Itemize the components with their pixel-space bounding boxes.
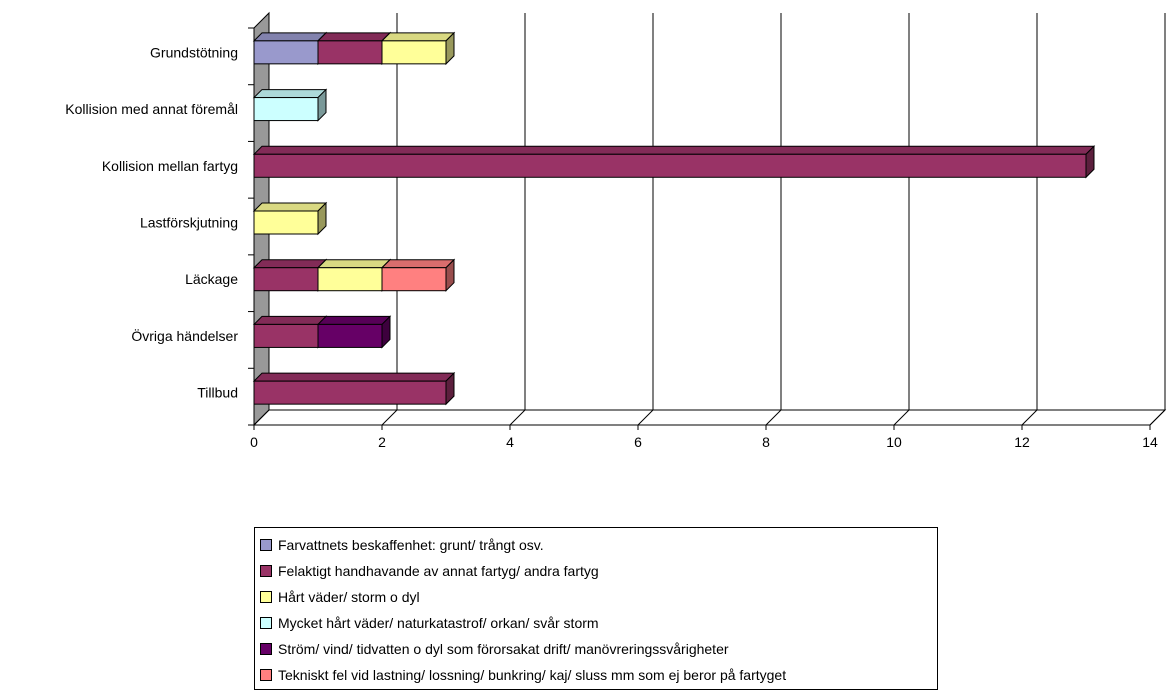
bar bbox=[253, 97, 319, 122]
bar-top bbox=[316, 32, 392, 42]
legend-swatch bbox=[260, 643, 272, 655]
legend-item: Ström/ vind/ tidvatten o dyl som förorsa… bbox=[260, 636, 937, 662]
x-tick-label: 0 bbox=[250, 434, 258, 450]
category-label: Övriga händelser bbox=[131, 327, 238, 344]
floor-gridline bbox=[509, 409, 526, 426]
bar-top bbox=[252, 372, 456, 382]
category-label: Tillbud bbox=[197, 385, 238, 401]
bar-top bbox=[252, 145, 1096, 155]
category-label: Lastförskjutning bbox=[140, 215, 238, 231]
floor-gridline bbox=[1021, 409, 1038, 426]
bar-top bbox=[316, 259, 392, 269]
legend-swatch bbox=[260, 539, 272, 551]
legend-label: Ström/ vind/ tidvatten o dyl som förorsa… bbox=[278, 641, 729, 657]
x-tick-label: 6 bbox=[634, 434, 642, 450]
floor-gridline bbox=[637, 409, 654, 426]
bar bbox=[253, 40, 319, 65]
category-label: Kollision mellan fartyg bbox=[102, 158, 238, 174]
chart-svg: 0 2 4 6 8 10 12 14 Grundstötning Kollision med an… bbox=[65, 11, 1167, 450]
bar bbox=[253, 380, 447, 405]
legend-item: Farvattnets beskaffenhet: grunt/ trångt … bbox=[260, 532, 937, 558]
x-tick-label: 2 bbox=[378, 434, 386, 450]
x-tick-label: 12 bbox=[1014, 434, 1030, 450]
legend-item: Tekniskt fel vid lastning/ lossning/ bun… bbox=[260, 662, 937, 688]
legend-swatch bbox=[260, 669, 272, 681]
floor-gridline bbox=[253, 409, 270, 426]
bar-top bbox=[252, 315, 328, 325]
floor-gridline bbox=[1149, 409, 1166, 426]
bar bbox=[253, 210, 319, 235]
x-tick-label: 14 bbox=[1142, 434, 1158, 450]
bar-top bbox=[380, 259, 456, 269]
bar bbox=[317, 323, 383, 348]
floor bbox=[252, 409, 1167, 426]
bar-top bbox=[252, 259, 328, 269]
legend-label: Hårt väder/ storm o dyl bbox=[278, 589, 420, 605]
legend-label: Farvattnets beskaffenhet: grunt/ trångt … bbox=[278, 537, 544, 553]
bar bbox=[381, 267, 447, 292]
bar-top bbox=[252, 32, 328, 42]
category-label: Kollision med annat föremål bbox=[65, 101, 238, 117]
category-label: Läckage bbox=[185, 271, 238, 287]
bar-top bbox=[252, 89, 328, 99]
bar bbox=[253, 323, 319, 348]
bar-top bbox=[316, 315, 392, 325]
bar bbox=[317, 40, 383, 65]
floor-gridline bbox=[765, 409, 782, 426]
floor-gridline bbox=[893, 409, 910, 426]
legend-label: Tekniskt fel vid lastning/ lossning/ bun… bbox=[278, 667, 787, 683]
legend: Farvattnets beskaffenhet: grunt/ trångt … bbox=[254, 527, 938, 690]
bar bbox=[381, 40, 447, 65]
legend-swatch bbox=[260, 617, 272, 629]
legend-swatch bbox=[260, 591, 272, 603]
legend-swatch bbox=[260, 565, 272, 577]
category-label: Grundstötning bbox=[150, 44, 238, 60]
legend-item: Felaktigt handhavande av annat fartyg/ a… bbox=[260, 558, 937, 584]
legend-item: Hårt väder/ storm o dyl bbox=[260, 584, 937, 610]
bar-top bbox=[380, 32, 456, 42]
legend-label: Felaktigt handhavande av annat fartyg/ a… bbox=[278, 563, 599, 579]
bar bbox=[317, 267, 383, 292]
x-tick-label: 8 bbox=[762, 434, 770, 450]
bar bbox=[253, 153, 1087, 178]
floor-gridline bbox=[381, 409, 398, 426]
x-tick-label: 10 bbox=[886, 434, 902, 450]
x-tick-label: 4 bbox=[506, 434, 514, 450]
bar-top bbox=[252, 202, 328, 212]
legend-label: Mycket hårt väder/ naturkatastrof/ orkan… bbox=[278, 615, 599, 631]
bar bbox=[253, 267, 319, 292]
legend-item: Mycket hårt väder/ naturkatastrof/ orkan… bbox=[260, 610, 937, 636]
